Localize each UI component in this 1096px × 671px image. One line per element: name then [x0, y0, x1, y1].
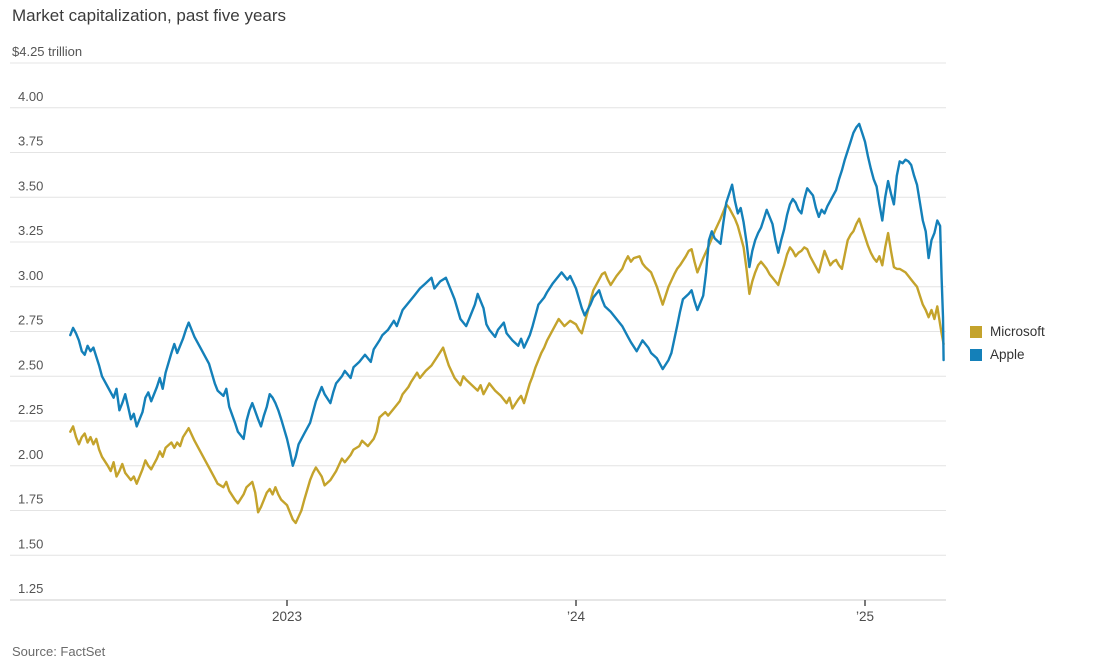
y-tick-label: 2.50	[18, 357, 43, 372]
series-line-microsoft	[69, 203, 945, 525]
y-tick-label: 3.25	[18, 223, 43, 238]
legend-item-microsoft: Microsoft	[970, 320, 1045, 343]
x-tick-label: ’24	[567, 609, 586, 624]
y-tick-label: 2.75	[18, 313, 43, 328]
y-tick-label: 1.25	[18, 581, 43, 596]
series-line-apple	[69, 122, 945, 467]
x-tick-label: ’25	[856, 609, 874, 624]
chart-title: Market capitalization, past five years	[12, 6, 287, 25]
y-tick-label: 4.00	[18, 89, 43, 104]
legend-label-apple: Apple	[990, 347, 1025, 362]
y-tick-label: 1.50	[18, 536, 43, 551]
y-tick-label: 3.00	[18, 268, 43, 283]
source-attribution: Source: FactSet	[12, 644, 106, 659]
y-tick-label: 1.75	[18, 492, 43, 507]
x-tick-label: 2023	[272, 609, 302, 624]
legend: Microsoft Apple	[970, 320, 1045, 366]
legend-label-microsoft: Microsoft	[990, 324, 1045, 339]
y-tick-label: 2.25	[18, 402, 43, 417]
legend-swatch-microsoft	[970, 325, 982, 338]
legend-item-apple: Apple	[970, 343, 1045, 366]
y-tick-label: $4.25 trillion	[12, 44, 82, 59]
legend-swatch-apple	[970, 348, 982, 361]
y-tick-label: 3.50	[18, 178, 43, 193]
y-tick-label: 3.75	[18, 134, 43, 149]
y-tick-label: 2.00	[18, 447, 43, 462]
